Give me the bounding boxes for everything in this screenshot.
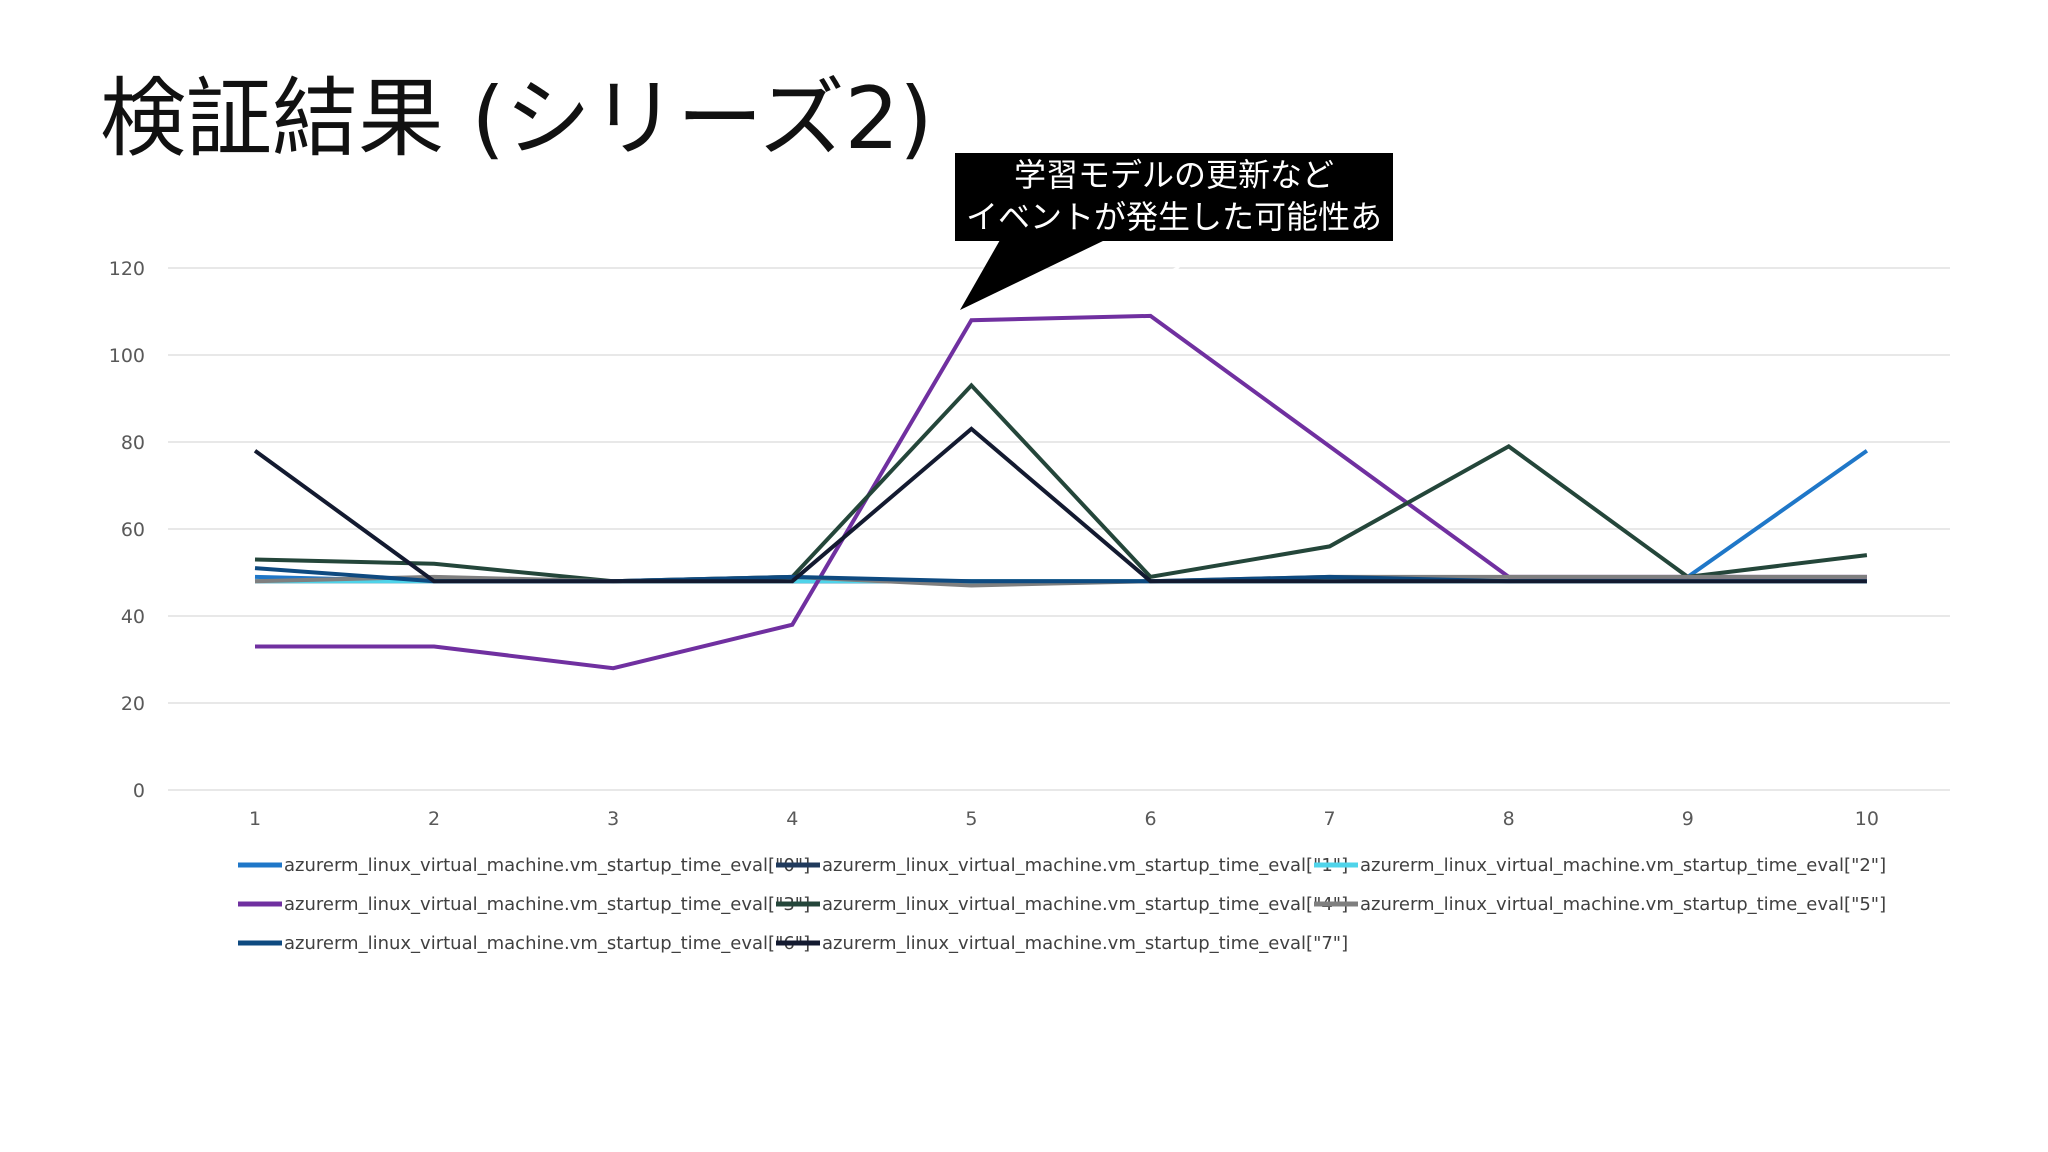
x-tick-label: 2	[428, 808, 440, 830]
x-tick-label: 9	[1682, 808, 1694, 830]
y-tick-label: 60	[121, 519, 145, 541]
x-tick-label: 10	[1855, 808, 1879, 830]
annotation-callout	[955, 153, 1393, 241]
legend: azurerm_linux_virtual_machine.vm_startup…	[238, 855, 1886, 954]
legend-label-6: azurerm_linux_virtual_machine.vm_startup…	[284, 933, 810, 954]
y-tick-label: 120	[109, 258, 145, 280]
slide-title: 検証結果 (シリーズ2)	[100, 69, 933, 169]
series-lines	[253, 313, 1869, 671]
x-tick-label: 6	[1144, 808, 1156, 830]
y-axis-ticks: 0 20 40 60 80 100 120	[109, 258, 145, 802]
x-tick-label: 7	[1324, 808, 1336, 830]
x-tick-label: 3	[607, 808, 619, 830]
x-tick-label: 4	[786, 808, 798, 830]
y-tick-label: 0	[133, 780, 145, 802]
legend-label-2: azurerm_linux_virtual_machine.vm_startup…	[1360, 855, 1886, 876]
annotation-text: 学習モデルの更新など イベントが発生した可能性あり	[955, 154, 1393, 280]
y-tick-label: 100	[109, 345, 145, 367]
legend-label-0: azurerm_linux_virtual_machine.vm_startup…	[284, 855, 810, 876]
legend-label-3: azurerm_linux_virtual_machine.vm_startup…	[284, 894, 810, 915]
x-tick-label: 8	[1503, 808, 1515, 830]
legend-label-7: azurerm_linux_virtual_machine.vm_startup…	[822, 933, 1348, 954]
legend-label-5: azurerm_linux_virtual_machine.vm_startup…	[1360, 894, 1886, 915]
y-tick-label: 20	[121, 693, 145, 715]
gridlines	[168, 267, 1950, 791]
x-tick-label: 5	[965, 808, 977, 830]
callout-pointer	[960, 240, 1105, 310]
y-tick-label: 80	[121, 432, 145, 454]
y-tick-label: 40	[121, 606, 145, 628]
series-line-0	[254, 449, 1869, 584]
series-line-5	[254, 574, 1867, 588]
series-line-7	[253, 426, 1867, 584]
legend-label-1: azurerm_linux_virtual_machine.vm_startup…	[822, 855, 1348, 876]
x-axis-ticks: 1 2 3 4 5 6 7 8 9 10	[249, 808, 1879, 830]
x-tick-label: 1	[249, 808, 261, 830]
annotation-line-1: 学習モデルの更新など	[1013, 156, 1334, 194]
series-line-4	[254, 382, 1868, 584]
legend-label-4: azurerm_linux_virtual_machine.vm_startup…	[822, 894, 1348, 915]
annotation-line-2: イベントが発生した可能性あり	[965, 198, 1382, 278]
